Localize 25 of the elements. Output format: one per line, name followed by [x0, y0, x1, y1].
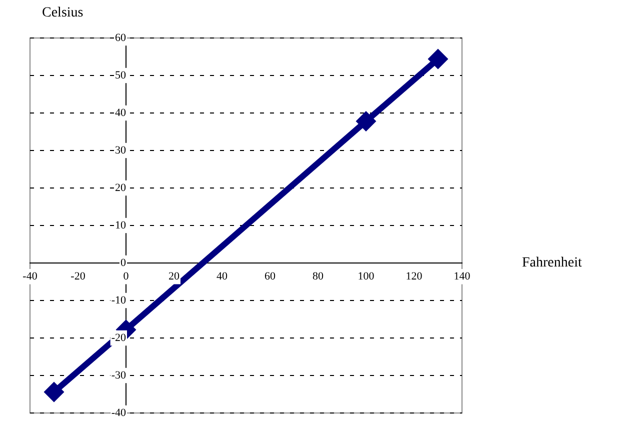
y-tick-label: 10	[115, 219, 126, 232]
y-tick-label: 20	[115, 182, 126, 194]
x-tick-label: 20	[168, 270, 180, 282]
x-tick-label: 100	[358, 270, 375, 282]
x-tick-label: -40	[22, 270, 38, 282]
x-tick-label: 80	[312, 270, 324, 282]
point	[45, 383, 63, 401]
x-tick-label: 60	[264, 270, 276, 282]
y-tick-label: 40	[115, 106, 126, 119]
y-tick-label: -30	[111, 369, 126, 382]
y-axis-title: Celsius	[42, 6, 84, 21]
y-tick-label: -20	[111, 332, 126, 344]
y-tick-label: 50	[115, 69, 126, 82]
x-tick-label: 40	[216, 270, 228, 282]
x-tick-label: 120	[406, 270, 423, 282]
y-tick-label: -40	[111, 406, 126, 419]
x-axis-title: Fahrenheit	[522, 256, 582, 271]
x-tick-label: 140	[454, 270, 471, 282]
y-tick-label: 60	[115, 32, 126, 44]
y-tick-label: 0	[120, 256, 126, 269]
point	[429, 50, 447, 68]
y-tick-label: -10	[111, 294, 126, 306]
x-tick-label: -20	[70, 270, 86, 282]
point	[357, 112, 375, 130]
y-tick-label: 30	[115, 144, 126, 156]
